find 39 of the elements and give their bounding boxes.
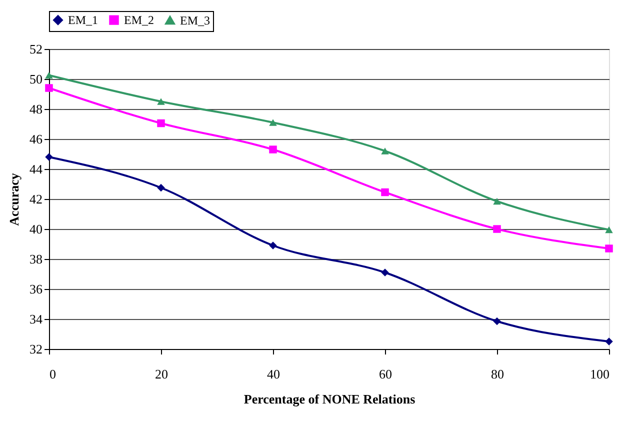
y-tick-label: 48 [30, 102, 42, 116]
legend-label: EM_1 [68, 13, 98, 28]
y-tick-label: 36 [30, 282, 43, 296]
point [45, 84, 53, 92]
point [157, 119, 165, 128]
y-tick-label: 50 [30, 72, 42, 86]
x-tick-label: 20 [155, 366, 168, 382]
x-axis-title: Percentage of NONE Relations [244, 392, 416, 406]
y-tick-label: 46 [30, 132, 43, 146]
legend-label: EM_3 [180, 13, 210, 28]
point [381, 268, 389, 276]
x-tick-label: 40 [267, 366, 280, 382]
point [381, 188, 389, 196]
point [493, 225, 501, 233]
point [381, 148, 389, 154]
point [269, 119, 277, 126]
point [493, 317, 501, 326]
y-tick-label: 52 [30, 42, 42, 56]
y-tick-label: 32 [30, 342, 42, 356]
point [45, 153, 53, 161]
legend-label: EM_2 [124, 13, 154, 28]
y-axis-title: Accuracy [6, 172, 22, 226]
x-tick-label: 80 [491, 366, 504, 382]
y-tick-label: 40 [30, 222, 42, 236]
x-tick-label: 100 [590, 366, 610, 382]
y-tick-label: 38 [30, 252, 42, 266]
point [157, 184, 165, 192]
x-tick-label: 60 [379, 366, 392, 382]
point [493, 198, 501, 205]
point [157, 98, 165, 105]
y-tick-label: 44 [30, 162, 43, 176]
point [605, 244, 613, 252]
point [605, 338, 613, 346]
x-tick-label: 0 [50, 366, 56, 382]
point [269, 146, 277, 154]
y-tick-label: 42 [30, 192, 42, 206]
point [605, 226, 613, 234]
point [269, 242, 277, 250]
y-tick-label: 34 [30, 312, 43, 326]
